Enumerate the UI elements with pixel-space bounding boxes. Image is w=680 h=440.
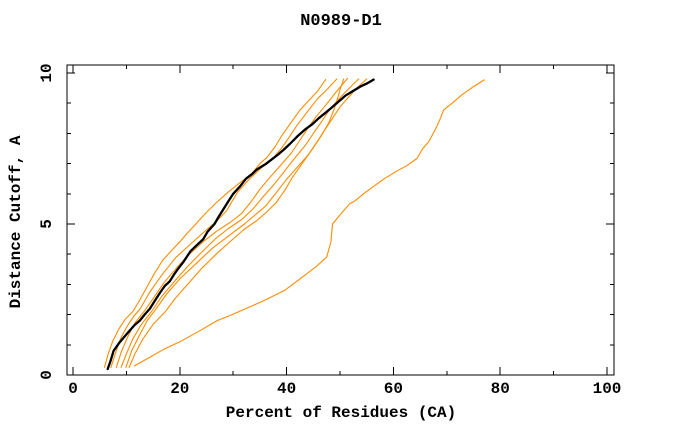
series-model-curve-7-outlier — [133, 79, 485, 367]
tick-labels: 0 20 40 60 80 100 0 5 10 — [38, 63, 621, 398]
x-tick-label: 60 — [384, 380, 403, 398]
axis-ticks — [67, 65, 614, 376]
y-tick-label: 5 — [38, 219, 56, 229]
series-model-curve-5 — [125, 78, 368, 368]
x-tick-label: 20 — [170, 380, 189, 398]
series-model-curve-1 — [103, 79, 327, 368]
x-tick-label: 100 — [593, 380, 622, 398]
chart-title: N0989-D1 — [300, 12, 382, 31]
y-tick-label: 10 — [38, 63, 56, 82]
series-model-curve-3 — [115, 77, 349, 368]
x-tick-label: 0 — [68, 380, 78, 398]
y-axis-label: Distance Cutoff, A — [7, 135, 25, 308]
x-tick-label: 40 — [277, 380, 296, 398]
x-tick-label: 80 — [491, 380, 510, 398]
frame-box — [66, 64, 615, 376]
data-series — [103, 77, 485, 371]
series-model-curve-4 — [120, 78, 360, 368]
series-model-curve-2 — [110, 78, 338, 368]
plot-frame — [66, 64, 615, 376]
series-reference-curve-black — [106, 78, 375, 371]
series-model-curve-6 — [128, 78, 345, 368]
y-tick-label: 0 — [38, 370, 56, 380]
x-axis-label: Percent of Residues (CA) — [226, 404, 456, 422]
